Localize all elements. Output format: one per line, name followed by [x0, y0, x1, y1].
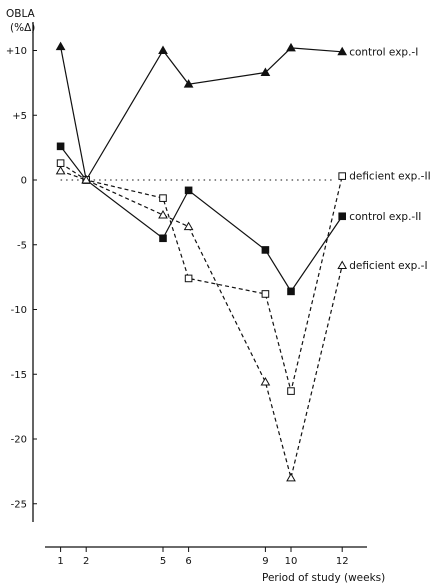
x-tick-label: 12 — [336, 556, 349, 567]
data-point — [56, 159, 65, 167]
data-point — [159, 194, 167, 202]
data-point — [261, 246, 270, 254]
data-point — [337, 46, 348, 56]
series-label: control exp.-II — [349, 211, 421, 223]
data-point — [286, 472, 296, 482]
y-axis-unit: (%Δ) — [10, 22, 35, 34]
x-tick-label: 5 — [160, 556, 166, 567]
data-point — [338, 212, 346, 221]
x-tick-label: 2 — [83, 556, 89, 567]
data-point — [56, 142, 65, 151]
data-point — [158, 45, 168, 54]
data-point — [183, 79, 194, 88]
data-point — [55, 41, 66, 51]
data-point — [184, 186, 193, 195]
y-tick-label: +5 — [12, 111, 27, 122]
series-line — [60, 46, 343, 182]
series-line — [60, 145, 343, 293]
axes: +10+50-5-10-15-20-251 2 5 6 9 10 12 — [6, 22, 367, 567]
data-point — [286, 42, 296, 52]
series-line — [60, 162, 343, 392]
x-tick-label: 10 — [285, 556, 298, 567]
data-point — [260, 377, 271, 386]
y-tick-label: -10 — [11, 305, 27, 316]
series-layer — [55, 41, 348, 482]
data-point — [81, 174, 92, 184]
data-point — [159, 234, 167, 243]
series-label: deficient exp.-I — [349, 260, 427, 272]
series-label: deficient exp.-II — [349, 171, 430, 183]
y-tick-label: -15 — [11, 370, 27, 381]
series-label: control exp.-I — [349, 46, 418, 58]
y-tick-label: -20 — [11, 435, 27, 446]
data-point — [183, 221, 194, 231]
data-point — [184, 274, 193, 283]
data-point — [338, 172, 346, 180]
data-point — [287, 387, 295, 395]
y-tick-label: -5 — [17, 240, 27, 251]
y-tick-label: +10 — [6, 46, 27, 57]
y-tick-label: 0 — [21, 176, 27, 187]
series-deficient-exp-ii — [56, 159, 346, 395]
data-point — [261, 290, 270, 298]
x-tick-label: 1 — [57, 556, 63, 567]
series-labels: control exp.-I control exp.-II deficient e… — [349, 46, 430, 272]
x-tick-label: 6 — [185, 556, 191, 567]
x-tick-label: 9 — [262, 556, 268, 567]
series-deficient-exp-i — [55, 165, 348, 482]
data-point — [287, 287, 295, 296]
series-line — [60, 170, 343, 479]
series-control-exp-ii — [56, 142, 346, 296]
data-point — [55, 165, 66, 175]
y-axis-label: OBLA — [6, 8, 36, 20]
series-control-exp-i — [55, 41, 348, 184]
data-point — [337, 260, 348, 269]
data-point — [158, 209, 168, 219]
x-axis-label: Period of study (weeks) — [262, 572, 385, 584]
y-tick-label: -25 — [11, 499, 27, 510]
data-point — [260, 67, 271, 77]
